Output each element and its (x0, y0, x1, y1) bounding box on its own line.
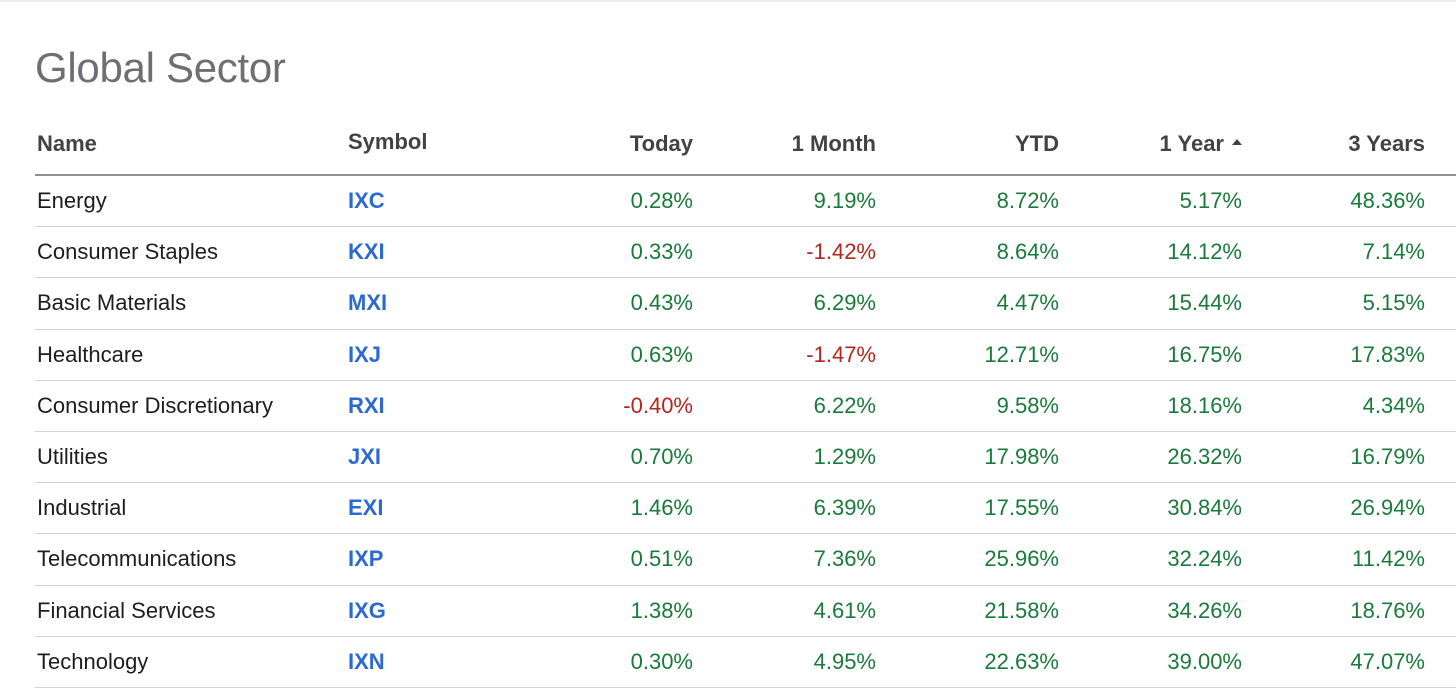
return-ytd-value: 9.58% (996, 392, 1059, 418)
return-month-value: 6.29% (813, 290, 876, 316)
return-today-value: 0.63% (630, 341, 693, 367)
page-title: Global Sector (35, 44, 286, 91)
return-month-value: 4.95% (813, 648, 876, 674)
symbol-link[interactable]: MXI (348, 290, 388, 316)
sector-name: Utilities (37, 443, 108, 469)
symbol-link[interactable]: RXI (348, 392, 385, 418)
table-row: Energy IXC 0.28% 9.19% 8.72% 5.17% 48.36% (35, 176, 1456, 228)
return-today-value: 0.28% (630, 188, 693, 213)
return-year1-value: 32.24% (1167, 546, 1242, 572)
table-row: Basic Materials MXI 0.43% 6.29% 4.47% 15.44% 5… (35, 278, 1456, 330)
return-today-value: 0.33% (630, 239, 693, 265)
column-header-3-years[interactable]: 3 Years (1348, 131, 1425, 156)
symbol-link[interactable]: IXP (348, 546, 384, 572)
return-year1-value: 15.44% (1167, 290, 1242, 316)
table-row: Consumer Staples KXI 0.33% -1.42% 8.64% 14.12… (35, 227, 1456, 279)
return-year3-value: 16.79% (1350, 443, 1425, 469)
table-row: Healthcare IXJ 0.63% -1.47% 12.71% 16.75% 17.8… (35, 330, 1456, 381)
symbol-link[interactable]: IXG (348, 597, 386, 623)
return-year3-value: 5.15% (1362, 290, 1425, 316)
symbol-link[interactable]: IXJ (348, 341, 382, 367)
return-ytd-value: 8.64% (996, 239, 1059, 265)
table-row: Technology IXN 0.30% 4.95% 22.63% 39.00% 47.07… (35, 637, 1456, 688)
column-header-ytd[interactable]: YTD (1015, 131, 1059, 156)
return-today-value: -0.40% (623, 392, 693, 418)
table-header-row: Name Symbol Today 1 Month YTD 1 Year 3 Y… (35, 118, 1456, 176)
sort-ascending-icon (1232, 139, 1242, 146)
return-ytd-value: 22.63% (984, 648, 1059, 674)
column-header-name[interactable]: Name (37, 131, 97, 156)
return-ytd-value: 17.98% (984, 443, 1059, 469)
return-month-value: -1.42% (806, 239, 876, 265)
return-ytd-value: 21.58% (984, 597, 1059, 623)
return-year3-value: 17.83% (1350, 341, 1425, 367)
sector-name: Technology (37, 648, 149, 674)
sector-name: Consumer Discretionary (37, 392, 273, 418)
symbol-link[interactable]: IXC (348, 188, 385, 213)
return-month-value: 7.36% (813, 546, 876, 572)
return-today-value: 0.70% (630, 443, 693, 469)
sector-name: Energy (37, 188, 107, 213)
table-row: Consumer Discretionary RXI -0.40% 6.22% 9.58… (35, 381, 1456, 432)
table-row: Telecommunications IXP 0.51% 7.36% 25.96% 32.… (35, 534, 1456, 586)
return-year1-value: 14.12% (1167, 239, 1242, 265)
symbol-link[interactable]: EXI (348, 495, 384, 521)
return-year3-value: 11.42% (1352, 546, 1425, 572)
top-divider (0, 0, 1456, 2)
return-ytd-value: 8.72% (996, 188, 1059, 213)
return-month-value: 9.19% (813, 188, 876, 213)
return-year1-value: 30.84% (1167, 495, 1242, 521)
return-year1-value: 18.16% (1167, 392, 1242, 418)
sector-name: Telecommunications (37, 546, 237, 572)
table-row: Utilities JXI 0.70% 1.29% 17.98% 26.32% 16.79% (35, 432, 1456, 484)
symbol-link[interactable]: IXN (348, 648, 385, 674)
return-today-value: 1.38% (630, 597, 693, 623)
return-ytd-value: 25.96% (984, 546, 1059, 572)
return-year1-value: 34.26% (1167, 597, 1242, 623)
return-today-value: 1.46% (630, 495, 693, 521)
return-month-value: -1.47% (806, 341, 876, 367)
return-month-value: 1.29% (813, 443, 876, 469)
symbol-link[interactable]: JXI (348, 443, 382, 469)
return-year3-value: 26.94% (1350, 495, 1425, 521)
return-year3-value: 47.07% (1350, 648, 1425, 674)
return-today-value: 0.43% (630, 290, 693, 316)
column-header-1-year[interactable]: 1 Year (1160, 118, 1242, 170)
return-year1-value: 5.17% (1179, 188, 1242, 213)
return-year1-value: 39.00% (1167, 648, 1242, 674)
column-header-1-month[interactable]: 1 Month (791, 131, 876, 156)
sector-name: Financial Services (37, 597, 216, 623)
sector-name: Consumer Staples (37, 239, 218, 265)
return-year3-value: 7.14% (1362, 239, 1425, 265)
column-header-today[interactable]: Today (629, 131, 693, 156)
return-today-value: 0.51% (630, 546, 693, 572)
sector-name: Industrial (37, 495, 127, 521)
return-year3-value: 4.34% (1362, 392, 1425, 418)
table-body: Energy IXC 0.28% 9.19% 8.72% 5.17% 48.36% Consu… (35, 176, 1456, 688)
return-month-value: 6.39% (813, 495, 876, 521)
table-row: Financial Services IXG 1.38% 4.61% 21.58% 34.… (35, 586, 1456, 637)
sector-name: Healthcare (37, 341, 144, 367)
return-year1-value: 16.75% (1167, 341, 1242, 367)
symbol-link[interactable]: KXI (348, 239, 385, 265)
return-ytd-value: 4.47% (996, 290, 1059, 316)
return-ytd-value: 12.71% (984, 341, 1059, 367)
return-month-value: 4.61% (813, 597, 876, 623)
column-header-1-year-label: 1 Year (1159, 131, 1224, 156)
return-ytd-value: 17.55% (984, 495, 1059, 521)
return-year3-value: 18.76% (1350, 597, 1425, 623)
table-row: Industrial EXI 1.46% 6.39% 17.55% 30.84% 26.94… (35, 483, 1456, 535)
return-year3-value: 48.36% (1350, 188, 1425, 213)
column-header-symbol[interactable]: Symbol (348, 129, 428, 154)
return-today-value: 0.30% (630, 648, 693, 674)
sector-name: Basic Materials (37, 290, 187, 316)
return-month-value: 6.22% (813, 392, 876, 418)
sector-table: Name Symbol Today 1 Month YTD 1 Year 3 Y… (35, 118, 1456, 688)
return-year1-value: 26.32% (1167, 443, 1242, 469)
